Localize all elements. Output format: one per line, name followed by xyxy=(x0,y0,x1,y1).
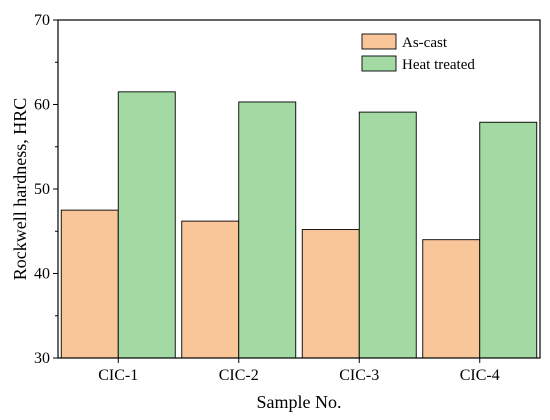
x-axis-ticks: CIC-1 CIC-2 CIC-3 CIC-4 xyxy=(98,358,500,384)
bar-heat-treated-cic-2 xyxy=(238,101,297,359)
y-tick-label: 40 xyxy=(34,266,50,283)
legend-swatch-as-cast xyxy=(361,33,397,50)
bar-as-cast-cic-4 xyxy=(422,239,481,359)
x-axis-title: Sample No. xyxy=(257,392,342,412)
y-tick-label: 70 xyxy=(34,12,50,29)
legend: As-cast Heat treated xyxy=(361,33,475,73)
x-tick-label: CIC-1 xyxy=(98,367,138,384)
x-tick-label: CIC-4 xyxy=(460,367,500,384)
legend-label-heat-treated: Heat treated xyxy=(402,57,475,73)
y-tick-label: 30 xyxy=(34,350,50,367)
bar-heat-treated-cic-3 xyxy=(358,111,417,359)
bar-heat-treated-cic-4 xyxy=(479,121,538,359)
bar-heat-treated-cic-1 xyxy=(117,91,176,359)
bar-as-cast-cic-2 xyxy=(181,220,240,359)
plot-frame xyxy=(57,19,541,359)
y-axis-ticks: 30 40 50 60 70 xyxy=(34,12,58,367)
x-tick-label: CIC-2 xyxy=(219,367,259,384)
legend-label-as-cast: As-cast xyxy=(402,35,448,51)
legend-swatch-heat-treated xyxy=(361,55,397,72)
y-axis-title: Rockwell hardness, HRC xyxy=(10,98,30,280)
bar-as-cast-cic-1 xyxy=(60,209,119,359)
x-tick-label: CIC-3 xyxy=(339,367,379,384)
y-tick-label: 60 xyxy=(34,97,50,114)
bar-as-cast-cic-3 xyxy=(301,229,360,359)
y-tick-label: 50 xyxy=(34,181,50,198)
bars-group xyxy=(60,91,538,359)
